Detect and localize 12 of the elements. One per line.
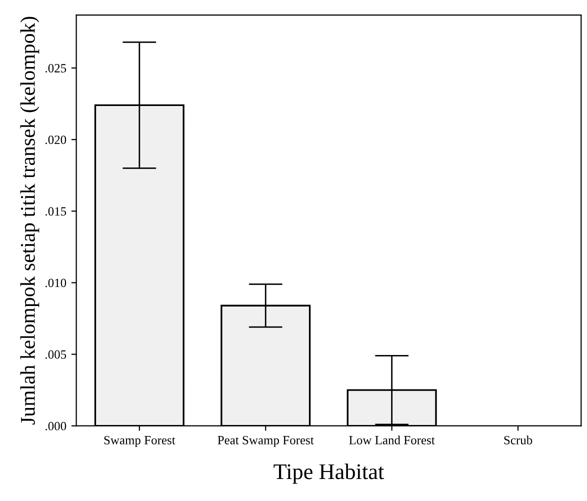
y-tick-label: .025: [46, 64, 66, 73]
y-tick-label: .020: [46, 136, 66, 144]
x-axis-title: Tipe Habitat: [274, 464, 384, 484]
x-tick-label: Peat Swamp Forest: [218, 436, 314, 447]
y-tick-label: .000: [46, 422, 66, 430]
y-axis-title: Jumlah kelompok setiap titik transek (kelompok): [20, 16, 40, 425]
y-tick-label: .010: [46, 278, 66, 288]
y-tick-label: .015: [46, 207, 66, 216]
y-tick-label: .005: [46, 350, 66, 359]
x-tick-label: Low Land Forest: [349, 436, 435, 444]
x-tick-label: Swamp Forest: [104, 436, 176, 447]
x-tick-label: Scrub: [504, 436, 532, 444]
